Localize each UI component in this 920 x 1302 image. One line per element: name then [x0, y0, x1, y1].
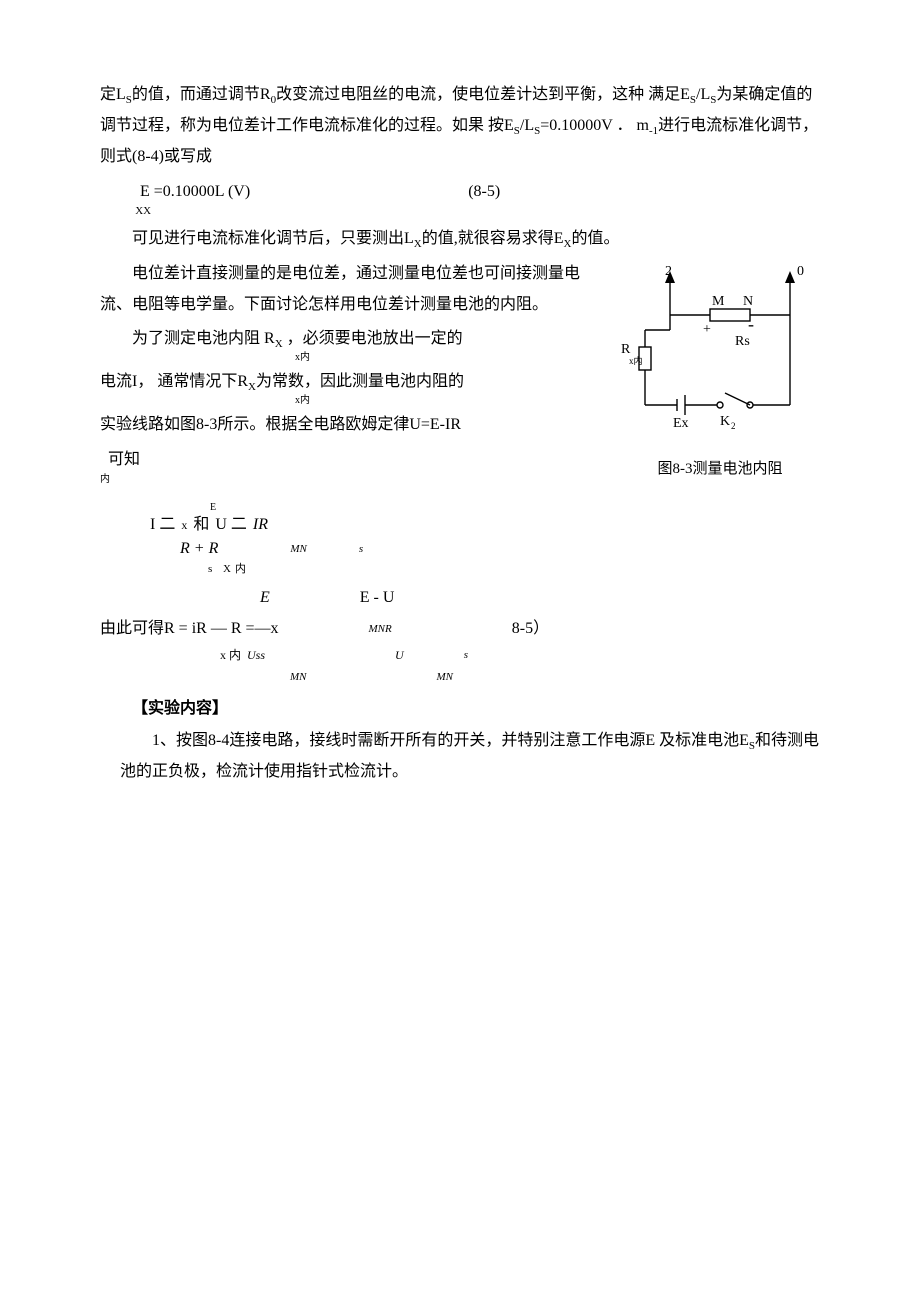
text: MN: [290, 541, 307, 558]
text: U 二: [215, 513, 247, 537]
subscript: X: [275, 338, 283, 350]
equation-text: E =0.10000L (V): [140, 183, 250, 200]
figure-caption: 图8-3测量电池内阻: [615, 455, 825, 484]
text: 定L: [100, 86, 126, 103]
text: 的值,就很容易求得E: [422, 230, 564, 247]
formula-block-2: E E - U 由此可得R = iR — R =—x MNR 8-5） x 内 …: [100, 583, 825, 687]
text: MN: [437, 667, 454, 688]
text: R + R: [180, 537, 218, 561]
text: 改变流过电阻丝的电流，使电位差计达到平衡，这种 满足E: [276, 86, 690, 103]
equation-number: (8-5): [468, 183, 500, 200]
label-n: N: [743, 294, 753, 309]
label-2: 2: [665, 265, 672, 279]
label-k2: K: [720, 414, 730, 429]
formula-sup: E: [150, 503, 825, 513]
formula-row: x 内 Uss U s: [100, 644, 825, 667]
paragraph-1: 定LS的值，而通过调节R0改变流过电阻丝的电流，使电位差计达到平衡，这种 满足E…: [100, 80, 825, 173]
text: MN: [290, 667, 307, 688]
text: x: [181, 516, 187, 534]
text: 电流I， 通常情况下R: [100, 373, 248, 390]
label-m: M: [712, 294, 725, 309]
figure-8-3: 2 0 M N + - Rs R x内 Ex K 2 图8-3测量电池内阻: [615, 265, 825, 484]
equation-number: 8-5）: [512, 614, 549, 644]
subscript: X: [248, 381, 256, 393]
text: 为常数，因此测量电池内阻的: [256, 373, 464, 390]
equation-8-5: E =0.10000L (V) (8-5): [100, 177, 825, 207]
text: x 内: [220, 644, 241, 667]
paragraph-8: 1、按图8-4连接电路，接线时需断开所有的开关，并特别注意工作电源E 及标准电池…: [120, 726, 825, 787]
section-heading: 【实验内容】: [100, 694, 825, 724]
label-k2-sub: 2: [731, 421, 736, 431]
label-plus: +: [703, 322, 711, 337]
text: 和: [193, 513, 209, 537]
label-0: 0: [797, 265, 804, 279]
formula-row: I 二 x 和 U 二 IR: [150, 513, 825, 537]
text: 的值，而通过调节R: [132, 86, 271, 103]
text: U: [395, 644, 404, 667]
formula-row: E E - U: [100, 583, 825, 613]
paragraph-2: 可见进行电流标准化调节后，只要测出LX的值,就很容易求得EX的值。: [100, 224, 825, 255]
text: Uss: [247, 644, 265, 667]
text: /L: [520, 117, 534, 134]
circuit-diagram-icon: 2 0 M N + - Rs R x内 Ex K 2: [615, 265, 825, 445]
text: 由此可得R = iR — R =—x: [100, 614, 279, 644]
formula-row: MN MN: [100, 667, 825, 688]
text: E: [260, 583, 270, 613]
label-minus: -: [748, 314, 754, 334]
label-rx-sub: x内: [629, 355, 643, 366]
subscript: X: [414, 238, 422, 250]
text: /L: [696, 86, 710, 103]
text: 1、按图8-4连接电路，接线时需断开所有的开关，并特别注意工作电源E 及标准电池…: [152, 732, 749, 749]
label-ex: Ex: [673, 416, 689, 431]
text: 可见进行电流标准化调节后，只要测出L: [132, 230, 414, 247]
formula-block-1: E I 二 x 和 U 二 IR R + R MN s s X内: [150, 503, 825, 578]
text: MNR: [369, 619, 392, 640]
text: IR: [253, 513, 268, 537]
text: s: [464, 645, 468, 666]
text: ，必须要电池放出一定的: [283, 330, 463, 347]
text: 为了测定电池内阻 R: [132, 330, 275, 347]
text: E - U: [360, 583, 395, 613]
formula-sub-row: s X内: [150, 561, 825, 578]
label-rs: Rs: [735, 334, 750, 349]
formula-row: 由此可得R = iR — R =—x MNR 8-5）: [100, 614, 825, 644]
text: =0.10000V ． m: [540, 117, 649, 134]
text: I 二: [150, 513, 175, 537]
label-rx: R: [621, 342, 631, 357]
text: s: [359, 541, 363, 558]
subscript: -1: [649, 125, 658, 137]
formula-row: R + R MN s: [150, 537, 825, 561]
page: 定LS的值，而通过调节R0改变流过电阻丝的电流，使电位差计达到平衡，这种 满足E…: [0, 0, 920, 1302]
text: 的值。: [571, 230, 619, 247]
